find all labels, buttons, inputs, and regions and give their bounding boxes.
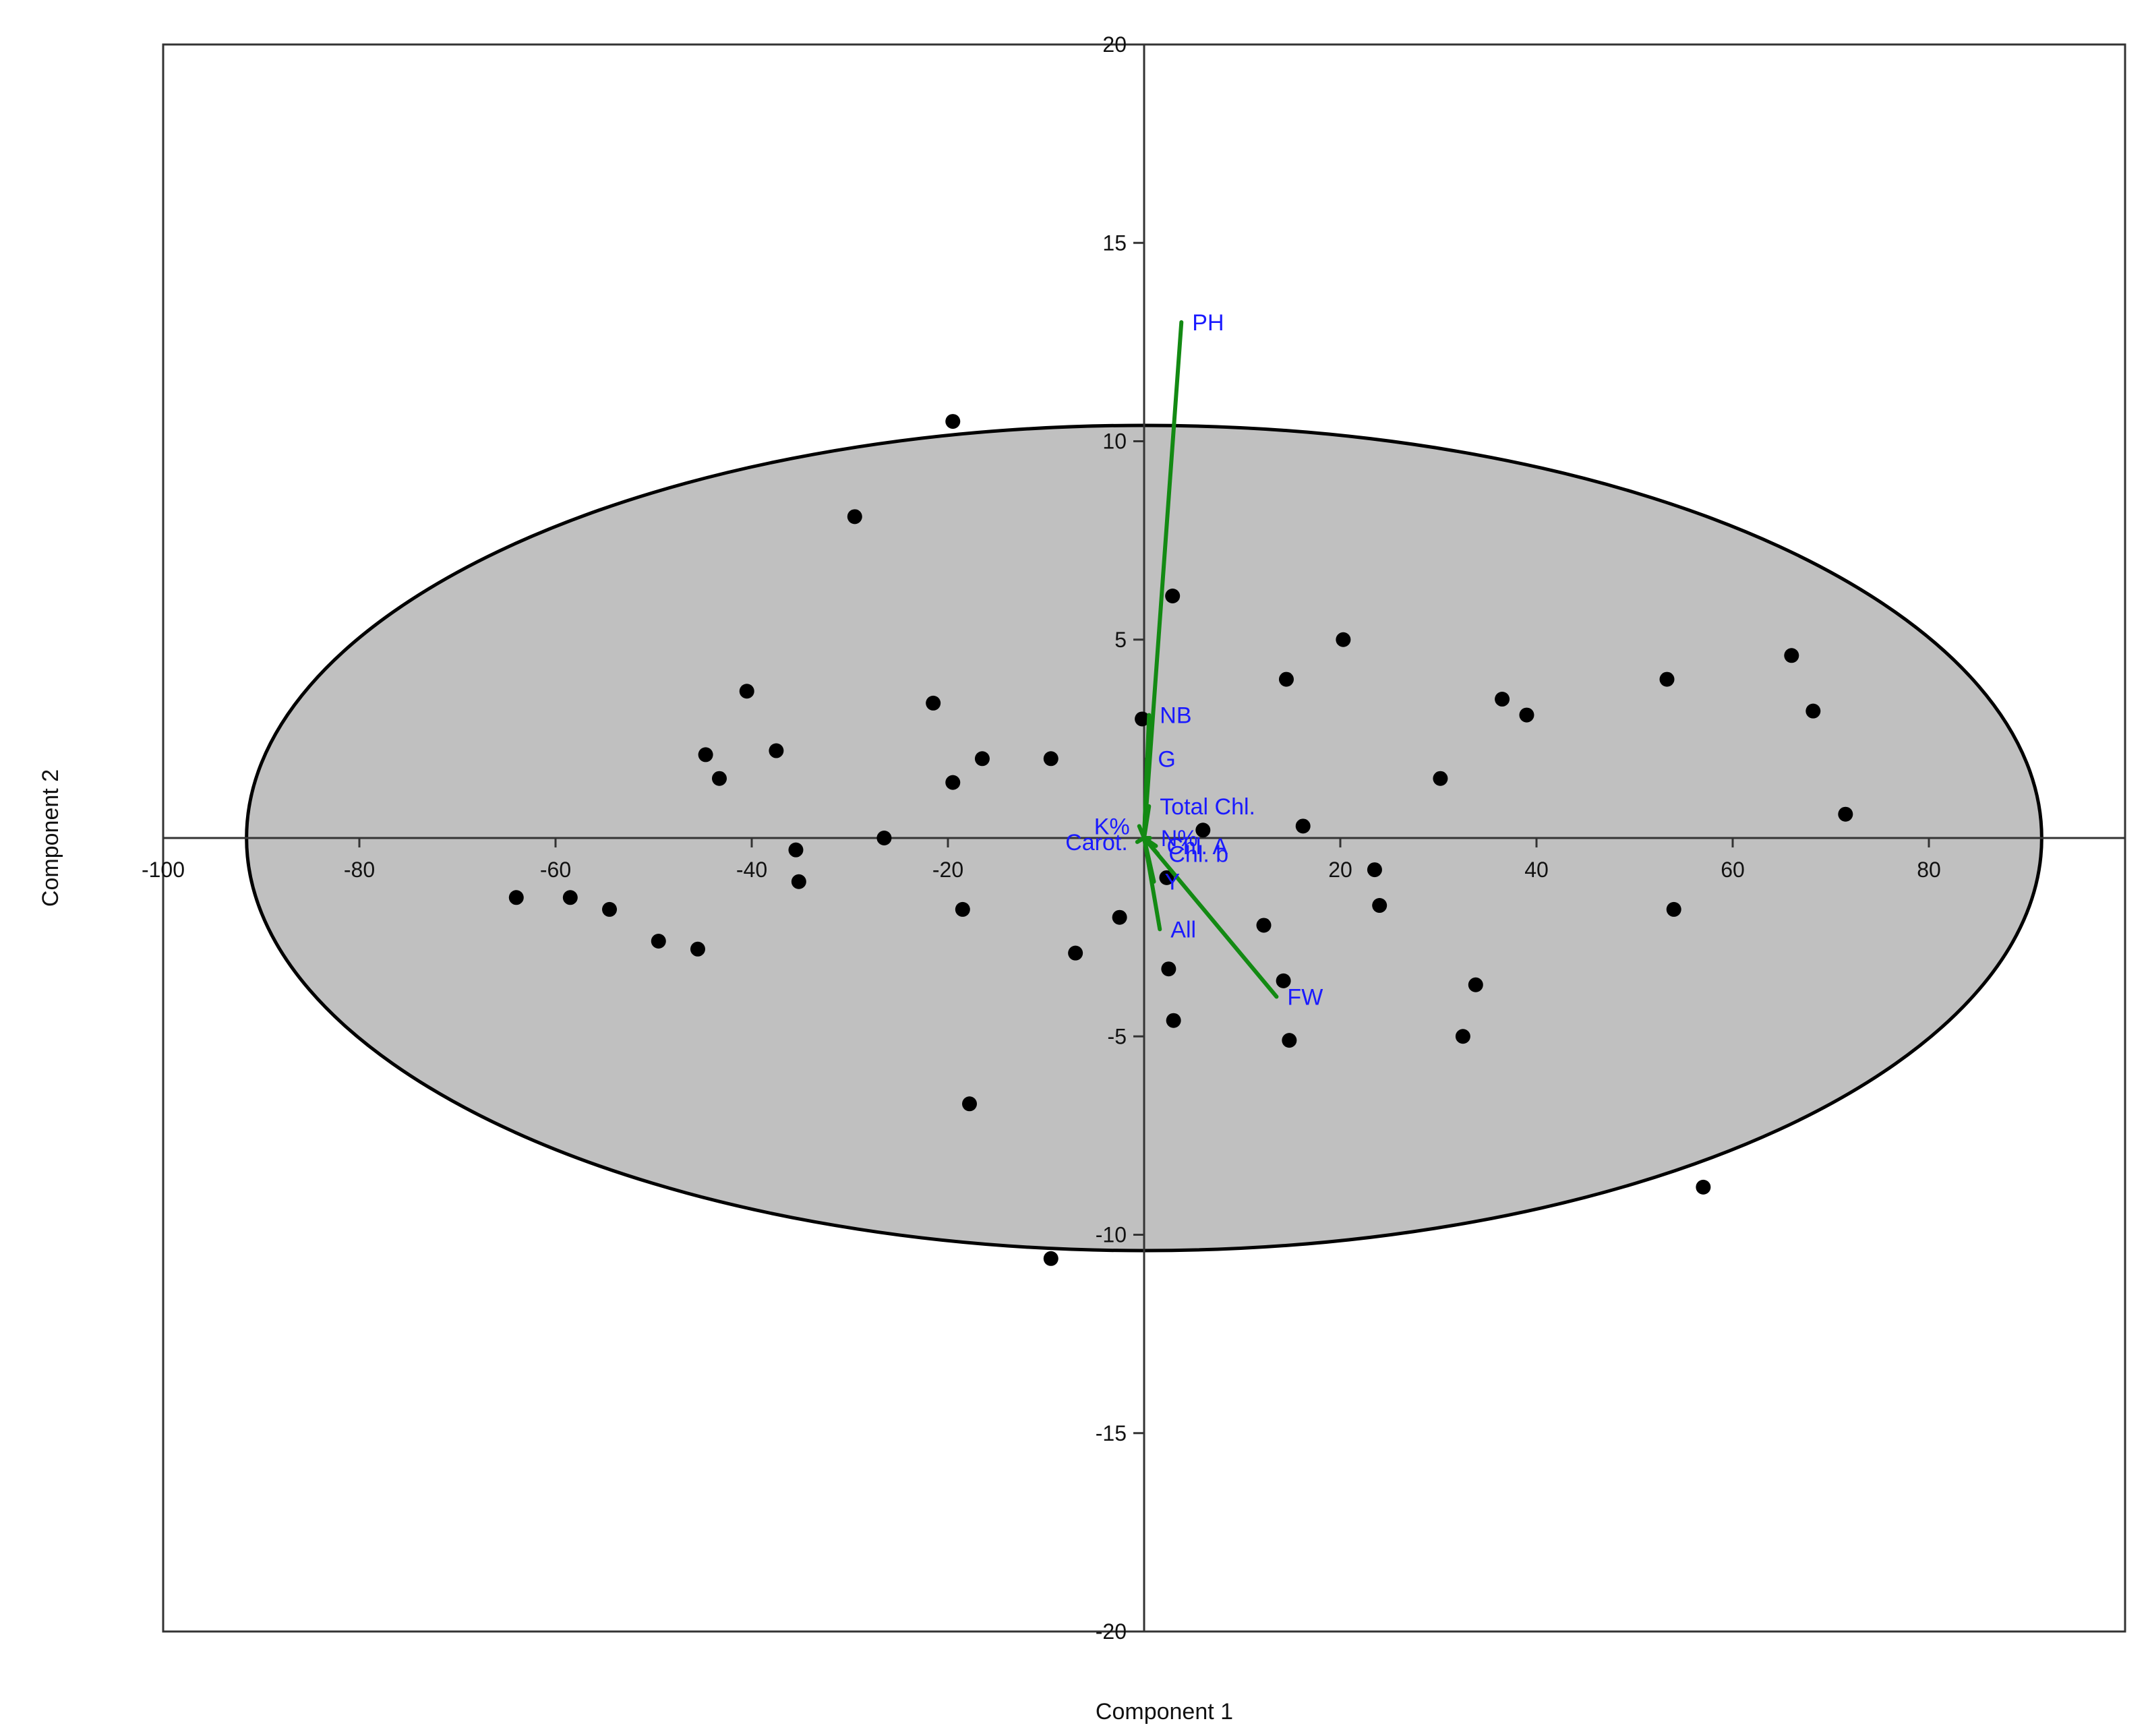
x-axis-title: Component 1: [1096, 1699, 1233, 1725]
y-tick-label: 10: [1102, 429, 1127, 454]
loading-label: NB: [1160, 703, 1191, 729]
data-point: [1367, 862, 1382, 878]
data-point: [1278, 671, 1294, 687]
data-point: [769, 743, 784, 758]
data-point: [1161, 961, 1176, 977]
data-point: [1166, 1013, 1181, 1028]
data-point: [955, 901, 970, 917]
loading-vector: [1142, 836, 1279, 999]
loading-label: Total Chl.: [1160, 794, 1255, 820]
data-point: [1696, 1179, 1711, 1195]
data-point: [945, 775, 961, 790]
data-point: [711, 771, 727, 786]
data-point: [1112, 909, 1127, 925]
loading-label: K%: [1094, 814, 1130, 839]
data-point: [651, 934, 666, 949]
x-tick-label: -100: [142, 858, 185, 882]
data-point: [690, 941, 705, 957]
data-point: [1468, 977, 1483, 992]
data-point: [926, 695, 941, 711]
data-point: [1276, 973, 1291, 988]
loading-vector: [1142, 836, 1162, 932]
data-point: [1519, 707, 1534, 723]
data-point: [1282, 1033, 1297, 1048]
data-point: [1495, 692, 1510, 707]
data-point: [962, 1096, 978, 1112]
data-point: [1159, 870, 1174, 885]
data-point: [1784, 648, 1799, 663]
y-axis-title: Component 2: [38, 769, 63, 907]
data-point: [945, 414, 961, 429]
data-point: [1165, 589, 1181, 604]
loading-label: N%: [1161, 826, 1198, 851]
y-tick-label: -5: [1108, 1024, 1127, 1048]
data-point: [1135, 711, 1150, 727]
data-point: [1433, 771, 1448, 786]
loading-label: Chl. A: [1166, 834, 1228, 860]
data-point: [602, 901, 618, 917]
data-point: [1806, 703, 1821, 719]
data-point: [876, 831, 892, 845]
data-point: [847, 509, 862, 525]
data-point: [508, 890, 524, 905]
loading-label: Chl. b: [1168, 842, 1228, 868]
x-tick-label: -40: [736, 858, 767, 882]
data-point: [974, 751, 990, 767]
y-tick-label: 20: [1102, 32, 1127, 57]
data-point: [791, 874, 806, 889]
data-point: [788, 842, 804, 858]
axis-layer: -100 -80 -60 -40 -20 20 40 60 80 -20 -15 -10 -5 5 10 15…: [142, 32, 2125, 1644]
data-point: [1666, 901, 1681, 917]
data-point: [1195, 822, 1211, 838]
loading-label: Carot.: [1065, 830, 1128, 856]
data-point: [698, 747, 713, 762]
loading-label: FW: [1287, 984, 1323, 1010]
y-tick-label: 5: [1114, 628, 1127, 652]
y-tick-label: 15: [1102, 231, 1127, 255]
data-point: [1336, 632, 1351, 647]
x-tick-label: -20: [932, 858, 963, 882]
data-point: [1256, 918, 1272, 933]
data-point: [562, 890, 578, 905]
x-tick-label: -80: [344, 858, 375, 882]
data-point: [1043, 1251, 1058, 1266]
loading-vector: [1137, 824, 1146, 840]
loading-vector: [1142, 320, 1184, 840]
data-point: [1372, 898, 1388, 914]
y-tick-label: -20: [1096, 1619, 1127, 1644]
data-point: [1455, 1029, 1470, 1044]
x-tick-label: -60: [540, 858, 571, 882]
loading-label: PH: [1192, 310, 1224, 336]
loading-label: All: [1170, 917, 1196, 942]
x-tick-label: 20: [1328, 858, 1352, 882]
data-point: [1659, 671, 1675, 687]
data-point: [1068, 945, 1083, 961]
data-point: [739, 684, 754, 699]
data-point: [1838, 806, 1853, 822]
loading-label: Y: [1165, 870, 1181, 895]
x-tick-label: 60: [1721, 858, 1745, 882]
data-point: [1295, 818, 1311, 834]
x-tick-label: 40: [1524, 858, 1549, 882]
loading-vector: [1142, 804, 1152, 840]
loading-label: G: [1158, 746, 1175, 772]
x-tick-label: 80: [1917, 858, 1941, 882]
y-tick-label: -15: [1096, 1421, 1127, 1445]
data-point: [1043, 751, 1058, 767]
y-tick-label: -10: [1096, 1223, 1127, 1247]
points-layer: [508, 414, 1853, 1266]
